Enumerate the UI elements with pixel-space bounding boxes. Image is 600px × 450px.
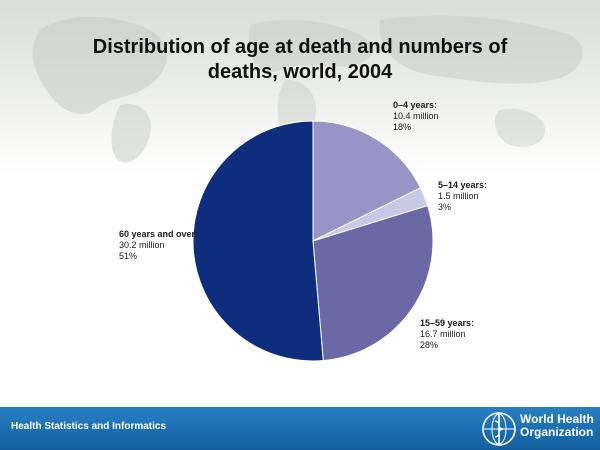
label-15-59-years-category: 15–59 years: [420,318,475,328]
pie-slice-15-59-years [312,205,434,362]
footer-department-text: Health Statistics and Informatics [11,421,167,432]
world-map-background [0,0,600,175]
chart-title: Distribution of age at death and numbers… [40,35,560,85]
footer-bar: Health Statistics and Informatics World … [0,407,600,450]
pie-slice-0-4-years [312,120,422,242]
world-map-icon [32,15,583,163]
label-5-14-years-category: 5–14 years: [438,180,488,190]
chart-title-line2: deaths, world, 2004 [207,61,393,83]
label-0-4-years-category: 0–4 years: [393,100,438,110]
label-15-59-years-value: 16.7 million [420,329,466,339]
who-name-line1: World Health [520,412,594,426]
label-0-4-years-value: 10.4 million [393,111,439,121]
label-60-years-category: 60 years and over: [119,229,199,239]
label-0-4-years-percent: 18% [393,122,412,132]
label-60-years-value: 30.2 million [119,240,165,250]
who-organization-name: World Health Organization [520,413,594,439]
label-0-4-years: 0–4 years: 10.4 million 18% [393,100,439,133]
label-15-59-years-percent: 28% [420,340,439,350]
label-5-14-years-value: 1.5 million [438,191,479,201]
label-15-59-years: 15–59 years: 16.7 million 28% [420,318,474,351]
label-5-14-years-percent: 3% [438,202,452,212]
chart-title-line1: Distribution of age at death and numbers… [92,36,508,58]
who-name-line2: Organization [520,425,594,439]
label-60-years-percent: 51% [119,251,138,261]
label-5-14-years: 5–14 years: 1.5 million 3% [438,180,487,213]
pie-slices [192,120,434,362]
label-60-years-and-over: 60 years and over: 30.2 million 51% [119,229,198,262]
pie-slice-60-years-and-over [192,120,324,362]
who-emblem-icon [482,412,516,446]
